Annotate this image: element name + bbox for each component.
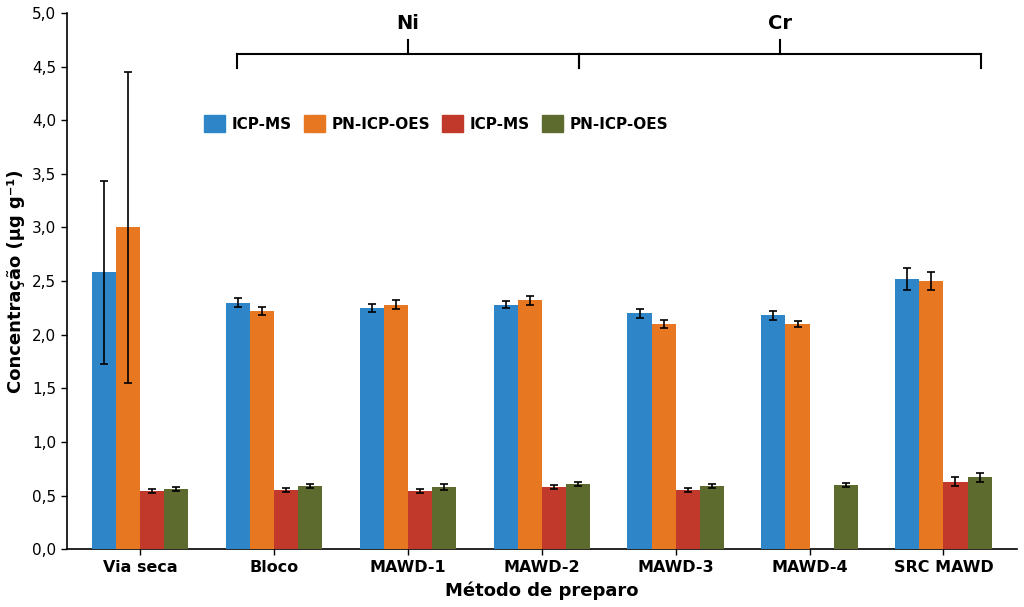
Bar — [968, 477, 991, 549]
Bar — [834, 485, 858, 549]
Bar — [432, 487, 456, 549]
Bar — [651, 324, 676, 549]
Legend: ICP-MS, PN-ICP-OES, ICP-MS, PN-ICP-OES: ICP-MS, PN-ICP-OES, ICP-MS, PN-ICP-OES — [198, 109, 674, 138]
Bar — [494, 305, 518, 549]
Bar — [250, 311, 274, 549]
Bar — [895, 279, 920, 549]
Bar — [785, 324, 810, 549]
Bar — [92, 273, 116, 549]
Text: Cr: Cr — [768, 15, 793, 33]
Bar — [140, 491, 164, 549]
Bar — [518, 300, 542, 549]
Bar — [164, 489, 188, 549]
Bar — [920, 281, 943, 549]
Bar — [274, 490, 298, 549]
X-axis label: Método de preparo: Método de preparo — [445, 582, 639, 600]
Bar — [226, 302, 250, 549]
Bar — [762, 316, 785, 549]
Y-axis label: Concentração (µg g⁻¹): Concentração (µg g⁻¹) — [7, 169, 25, 393]
Bar — [699, 486, 724, 549]
Text: Ni: Ni — [396, 15, 420, 33]
Bar — [566, 484, 590, 549]
Bar — [676, 490, 699, 549]
Bar — [628, 313, 651, 549]
Bar — [384, 305, 408, 549]
Bar — [542, 487, 566, 549]
Bar — [943, 481, 968, 549]
Bar — [116, 228, 140, 549]
Bar — [359, 308, 384, 549]
Bar — [408, 491, 432, 549]
Bar — [298, 486, 323, 549]
